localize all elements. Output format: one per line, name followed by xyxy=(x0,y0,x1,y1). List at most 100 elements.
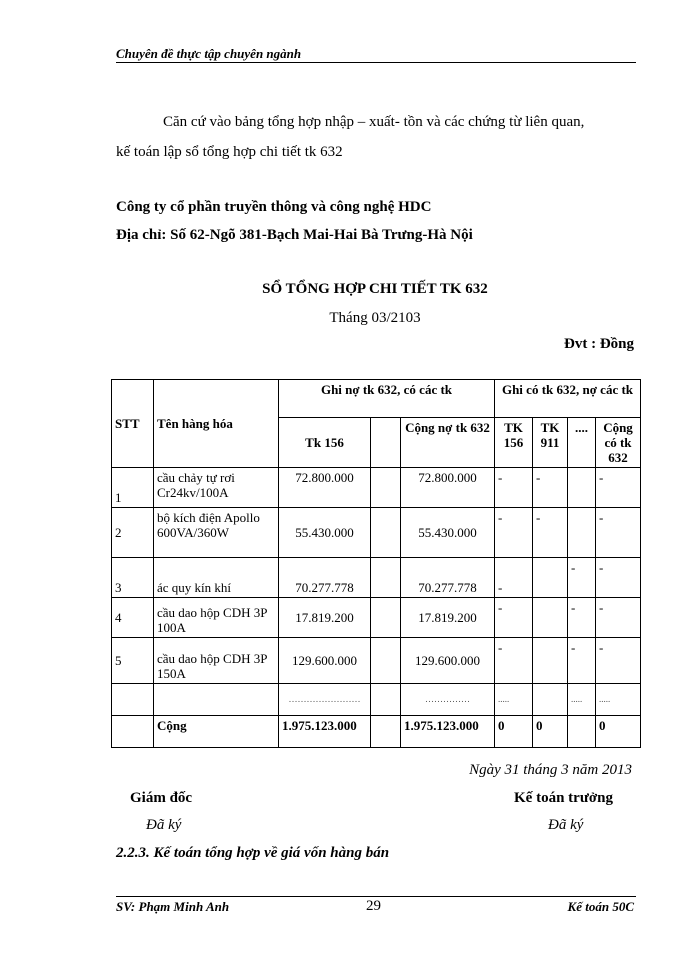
header-credit-group: Ghi có tk 632, nợ các tk xyxy=(494,379,641,418)
cell-c-more xyxy=(567,507,596,558)
cell-stt: 5 xyxy=(111,637,154,684)
header-blank xyxy=(370,417,401,468)
header-row-1: STT Tên hàng hóa Ghi nợ tk 632, có các t… xyxy=(111,379,641,468)
ledger-period: Tháng 03/2103 xyxy=(329,310,421,326)
director-title: Giám đốc xyxy=(130,790,193,806)
cell-blank xyxy=(370,557,401,598)
header-name: Tên hàng hóa xyxy=(153,379,279,468)
cell-tk156: 55.430.000 xyxy=(278,507,371,558)
cell-name xyxy=(153,683,279,716)
accountant-title: Kế toán trưởng xyxy=(514,790,613,806)
cell-c-more: - xyxy=(567,597,596,638)
cell-c-tk911: - xyxy=(532,467,568,508)
cell-stt: 3 xyxy=(111,557,154,598)
cell-debit-total: …………… xyxy=(400,683,495,716)
cell-name: cầu dao hộp CDH 3P 150A xyxy=(153,637,279,684)
cell-c-more: - xyxy=(567,637,596,684)
cell-stt: 2 xyxy=(111,507,154,558)
header-c-tk911: TK 911 xyxy=(532,417,568,468)
cell-stt xyxy=(111,683,154,716)
cell-c-tk911 xyxy=(532,683,568,716)
header-stt: STT xyxy=(111,379,154,468)
table-row: 5 cầu dao hộp CDH 3P 150A 129.600.000 12… xyxy=(111,637,641,684)
cell-stt: 1 xyxy=(111,467,154,508)
total-c-more xyxy=(567,715,596,748)
cell-c-tk156: - xyxy=(494,597,533,638)
cell-c-tk911 xyxy=(532,557,568,598)
cell-name: ác quy kín khí xyxy=(153,557,279,598)
header-debit-total: Cộng nợ tk 632 xyxy=(400,417,495,468)
cell-tk156: 17.819.200 xyxy=(278,597,371,638)
total-blank xyxy=(370,715,401,748)
cell-credit-total: ..... xyxy=(595,683,641,716)
footer-student: SV: Phạm Minh Anh xyxy=(116,899,230,914)
cell-name: cầu chảy tự rơi Cr24kv/100A xyxy=(153,467,279,508)
cell-stt: 4 xyxy=(111,597,154,638)
cell-c-tk911: - xyxy=(532,507,568,558)
intro-line-2: kế toán lập sổ tổng hợp chi tiết tk 632 xyxy=(116,144,343,160)
sign-date: Ngày 31 tháng 3 năm 2013 xyxy=(469,762,632,778)
footer-rule xyxy=(116,896,636,897)
header-debit-group: Ghi nợ tk 632, có các tk xyxy=(278,379,495,418)
cell-c-tk911 xyxy=(532,597,568,638)
total-row: Cộng 1.975.123.000 1.975.123.000 0 0 0 xyxy=(111,715,641,748)
company-address: Địa chỉ: Số 62-Ngõ 381-Bạch Mai-Hai Bà T… xyxy=(116,227,473,243)
cell-c-tk156: - xyxy=(494,557,533,598)
table-row: 3 ác quy kín khí 70.277.778 70.277.778 -… xyxy=(111,557,641,598)
cell-debit-total: 70.277.778 xyxy=(400,557,495,598)
cell-credit-total: - xyxy=(595,597,641,638)
ledger-title: SỔ TỔNG HỢP CHI TIẾT TK 632 xyxy=(262,281,488,297)
table-row: 2 bộ kích điện Apollo 600VA/360W 55.430.… xyxy=(111,507,641,558)
cell-c-more: - xyxy=(567,557,596,598)
accountant-signature: Đã ký xyxy=(548,817,584,833)
header-c-tk156: TK 156 xyxy=(494,417,533,468)
cell-tk156: 72.800.000 xyxy=(278,467,371,508)
table-row: 4 cầu dao hộp CDH 3P 100A 17.819.200 17.… xyxy=(111,597,641,638)
unit-label: Đvt : Đồng xyxy=(564,336,634,352)
header-tk156: Tk 156 xyxy=(278,417,371,468)
cell-blank xyxy=(370,597,401,638)
table-row: 1 cầu chảy tự rơi Cr24kv/100A 72.800.000… xyxy=(111,467,641,508)
total-c-tk911: 0 xyxy=(532,715,568,748)
total-debit: 1.975.123.000 xyxy=(400,715,495,748)
header-rule xyxy=(116,62,636,63)
cell-credit-total: - xyxy=(595,637,641,684)
cell-c-more: ..... xyxy=(567,683,596,716)
cell-c-more xyxy=(567,467,596,508)
cell-c-tk156: - xyxy=(494,467,533,508)
cell-credit-total: - xyxy=(595,507,641,558)
total-c-tk156: 0 xyxy=(494,715,533,748)
cell-tk156: 129.600.000 xyxy=(278,637,371,684)
section-heading: 2.2.3. Kế toán tổng hợp về giá vốn hàng … xyxy=(116,845,390,861)
cell-debit-total: 17.819.200 xyxy=(400,597,495,638)
cell-credit-total: - xyxy=(595,467,641,508)
cell-name: cầu dao hộp CDH 3P 100A xyxy=(153,597,279,638)
cell-blank xyxy=(370,637,401,684)
running-header: Chuyên đề thực tập chuyên ngành xyxy=(116,46,302,61)
cell-c-tk156: - xyxy=(494,637,533,684)
page-number: 29 xyxy=(366,898,381,914)
total-label: Cộng xyxy=(153,715,279,748)
cell-tk156: 70.277.778 xyxy=(278,557,371,598)
cell-c-tk911 xyxy=(532,637,568,684)
cell-c-tk156: - xyxy=(494,507,533,558)
intro-line-1: Căn cứ vào bảng tổng hợp nhập – xuất- tồ… xyxy=(163,114,585,130)
director-signature: Đã ký xyxy=(146,817,182,833)
cell-debit-total: 55.430.000 xyxy=(400,507,495,558)
ledger-table: STT Tên hàng hóa Ghi nợ tk 632, có các t… xyxy=(111,379,641,748)
header-credit-total: Cộng có tk 632 xyxy=(595,417,641,468)
table-row-ellipsis: …………………… …………… ..... ..... ..... xyxy=(111,683,641,716)
total-stt xyxy=(111,715,154,748)
cell-blank xyxy=(370,683,401,716)
footer-class: Kế toán 50C xyxy=(567,899,634,914)
cell-credit-total: - xyxy=(595,557,641,598)
company-name: Công ty cổ phần truyền thông và công ngh… xyxy=(116,199,432,215)
cell-name: bộ kích điện Apollo 600VA/360W xyxy=(153,507,279,558)
cell-blank xyxy=(370,467,401,508)
total-credit: 0 xyxy=(595,715,641,748)
header-c-more: .... xyxy=(567,417,596,468)
cell-debit-total: 72.800.000 xyxy=(400,467,495,508)
cell-tk156: …………………… xyxy=(278,683,371,716)
cell-c-tk156: ..... xyxy=(494,683,533,716)
cell-debit-total: 129.600.000 xyxy=(400,637,495,684)
